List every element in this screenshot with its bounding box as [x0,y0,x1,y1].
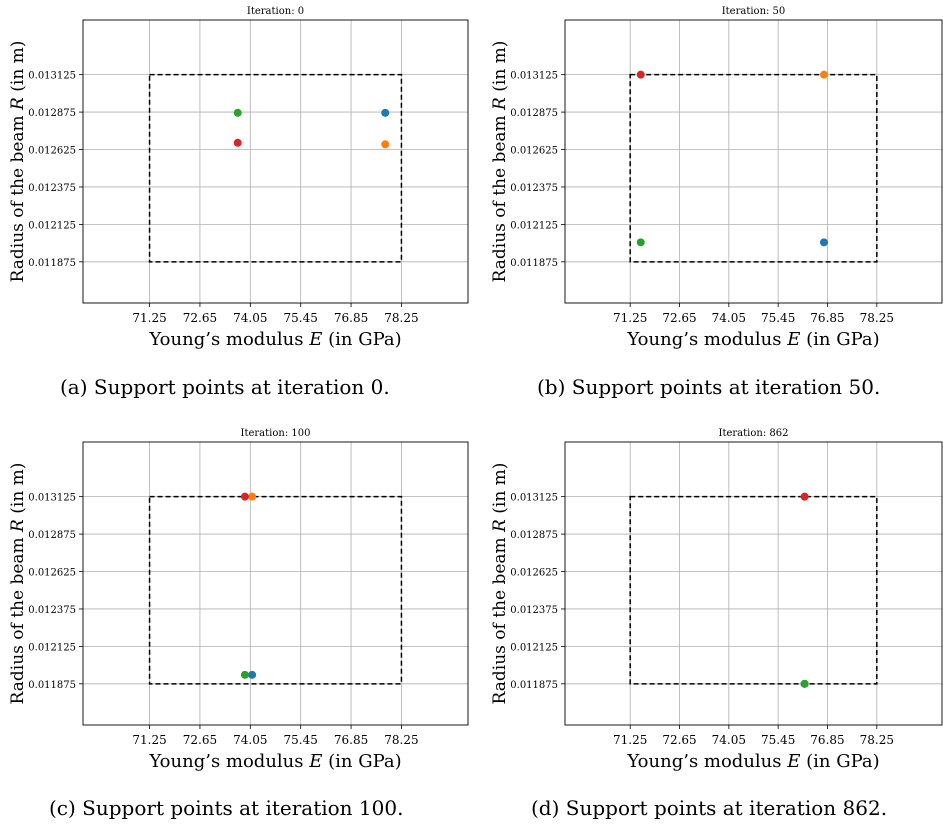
x-tick-label: 78.25 [860,733,894,747]
y-tick-label: 0.012375 [510,605,558,616]
support-point [233,108,242,117]
caption-a: (a) Support points at iteration 0. [60,375,390,399]
x-tick-label: 78.25 [860,311,894,325]
support-point [240,492,249,501]
y-tick-label: 0.013125 [28,493,76,504]
x-tick-label: 75.45 [761,311,795,325]
y-tick-label: 0.012125 [28,220,76,231]
chart-panel-1: 71.25 72.65 74.05 75.45 76.85 78.25 0.011875 0.… [490,6,943,350]
x-tick-label: 71.25 [613,311,647,325]
y-tick-label: 0.011875 [28,680,76,691]
x-tick-label: 78.25 [384,311,418,325]
domain-bounds-box [629,73,878,263]
x-tick-label: 76.85 [334,311,368,325]
y-tick-label: 0.011875 [510,258,558,269]
y-tick-label: 0.012625 [28,146,76,157]
x-tick-label: 75.45 [284,733,318,747]
x-tick-label: 74.05 [233,311,267,325]
chart-panel-2: 71.25 72.65 74.05 75.45 76.85 78.25 0.011875 0.… [8,428,469,772]
x-tick-label: 78.25 [384,733,418,747]
y-tick-label: 0.012625 [510,146,558,157]
y-tick-label: 0.013125 [510,493,558,504]
support-point [240,670,249,679]
support-point [381,108,390,117]
support-point [819,238,828,247]
support-point [381,140,390,149]
x-tick-label: 71.25 [613,733,647,747]
y-axis-label: Radius of the beam R (in m) [8,41,28,283]
y-tick-label: 0.012875 [510,530,558,541]
x-tick-label: 74.05 [712,311,746,325]
x-tick-label: 71.25 [132,733,166,747]
support-point [636,70,645,79]
y-tick-label: 0.013125 [28,71,76,82]
y-tick-label: 0.012875 [28,108,76,119]
domain-bounds-box [148,495,403,685]
support-point [800,679,809,688]
y-tick-label: 0.013125 [510,71,558,82]
y-tick-label: 0.012125 [510,642,558,653]
y-tick-label: 0.012125 [28,642,76,653]
y-axis-label: Radius of the beam R (in m) [490,463,510,705]
caption-b: (b) Support points at iteration 50. [537,375,881,399]
y-tick-label: 0.012125 [510,220,558,231]
chart-panel-0: 71.25 72.65 74.05 75.45 76.85 78.25 0.011875 0.… [8,6,469,350]
support-point [819,70,828,79]
domain-bounds-box [629,495,878,685]
axes-frame [82,19,469,304]
x-tick-label: 74.05 [233,733,267,747]
support-point [636,238,645,247]
domain-bounds-box [148,73,403,263]
chart-title: Iteration: 862 [719,428,789,439]
y-tick-label: 0.012875 [28,530,76,541]
support-point [233,138,242,147]
x-tick-label: 72.65 [183,733,217,747]
chart-panel-3: 71.25 72.65 74.05 75.45 76.85 78.25 0.011875 0.… [490,428,943,772]
x-tick-label: 76.85 [810,311,844,325]
support-point [248,492,257,501]
x-tick-label: 72.65 [183,311,217,325]
y-tick-label: 0.012375 [28,605,76,616]
axes-frame [564,441,943,726]
y-tick-label: 0.011875 [510,680,558,691]
x-axis-label: Young’s modulus E (in GPa) [148,329,401,350]
axes-frame [82,441,469,726]
caption-c: (c) Support points at iteration 100. [49,796,404,820]
x-tick-label: 75.45 [284,311,318,325]
y-axis-label: Radius of the beam R (in m) [8,463,28,705]
y-tick-label: 0.012375 [28,183,76,194]
axes-frame [564,19,943,304]
y-axis-label: Radius of the beam R (in m) [490,41,510,283]
x-tick-label: 75.45 [761,733,795,747]
y-tick-label: 0.011875 [28,258,76,269]
y-tick-label: 0.012625 [28,568,76,579]
x-tick-label: 72.65 [662,311,696,325]
x-tick-label: 74.05 [712,733,746,747]
y-tick-label: 0.012625 [510,568,558,579]
x-tick-label: 71.25 [132,311,166,325]
chart-title: Iteration: 0 [247,6,304,17]
chart-title: Iteration: 100 [241,428,311,439]
x-axis-label: Young’s modulus E (in GPa) [626,329,879,350]
x-tick-label: 72.65 [662,733,696,747]
y-tick-label: 0.012875 [510,108,558,119]
y-tick-label: 0.012375 [510,183,558,194]
x-axis-label: Young’s modulus E (in GPa) [148,751,401,772]
support-point [800,492,809,501]
caption-d: (d) Support points at iteration 862. [531,796,888,820]
x-axis-label: Young’s modulus E (in GPa) [626,751,879,772]
support-point [248,670,257,679]
chart-title: Iteration: 50 [722,6,786,17]
x-tick-label: 76.85 [334,733,368,747]
x-tick-label: 76.85 [810,733,844,747]
